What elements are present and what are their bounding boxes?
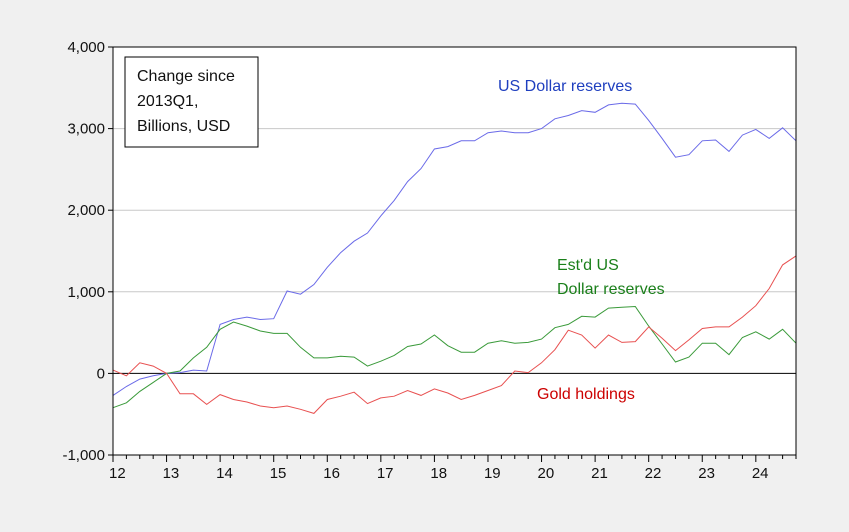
annotation-gold-holdings: Gold holdings — [537, 386, 635, 403]
box-line-1: Change since — [137, 68, 235, 85]
x-tick-label: 14 — [216, 465, 233, 482]
annotation-us-dollar-reserves: US Dollar reserves — [498, 78, 632, 95]
x-tick-label: 15 — [270, 465, 287, 482]
x-tick-label: 24 — [752, 465, 769, 482]
x-tick-label: 18 — [430, 465, 447, 482]
x-tick-label: 16 — [323, 465, 340, 482]
legend-box: Change since 2013Q1, Billions, USD — [124, 56, 259, 148]
x-tick-label: 17 — [377, 465, 394, 482]
x-tick-label: 21 — [591, 465, 608, 482]
x-tick-label: 13 — [163, 465, 180, 482]
annotation-estd-us: Est'd US — [557, 257, 619, 274]
plot-frame — [112, 46, 797, 456]
box-line-3: Billions, USD — [137, 118, 230, 135]
series-line-3 — [112, 255, 797, 414]
annotation-dollar-reserves: Dollar reserves — [557, 281, 665, 298]
x-tick-label: 20 — [538, 465, 555, 482]
series-line-2 — [112, 305, 797, 409]
y-axis: -1,000 0 1,000 2,000 3,000 4,000 — [62, 39, 113, 464]
x-tick-label: 12 — [109, 465, 126, 482]
box-line-2: 2013Q1, — [137, 93, 198, 110]
series-line-1 — [112, 102, 797, 396]
x-axis: 12 13 14 15 16 17 18 19 20 21 22 23 24 — [109, 455, 797, 482]
series-lines — [112, 102, 797, 414]
y-tick-label: -1,000 — [62, 447, 105, 464]
y-tick-label: 4,000 — [67, 39, 105, 56]
y-tick-label: 3,000 — [67, 121, 105, 138]
legend-box-frame — [124, 56, 259, 148]
x-tick-label: 22 — [645, 465, 662, 482]
x-tick-label: 19 — [484, 465, 501, 482]
y-tick-label: 2,000 — [67, 202, 105, 219]
y-tick-label: 0 — [97, 365, 105, 382]
x-tick-label: 23 — [698, 465, 715, 482]
y-tick-label: 1,000 — [67, 284, 105, 301]
